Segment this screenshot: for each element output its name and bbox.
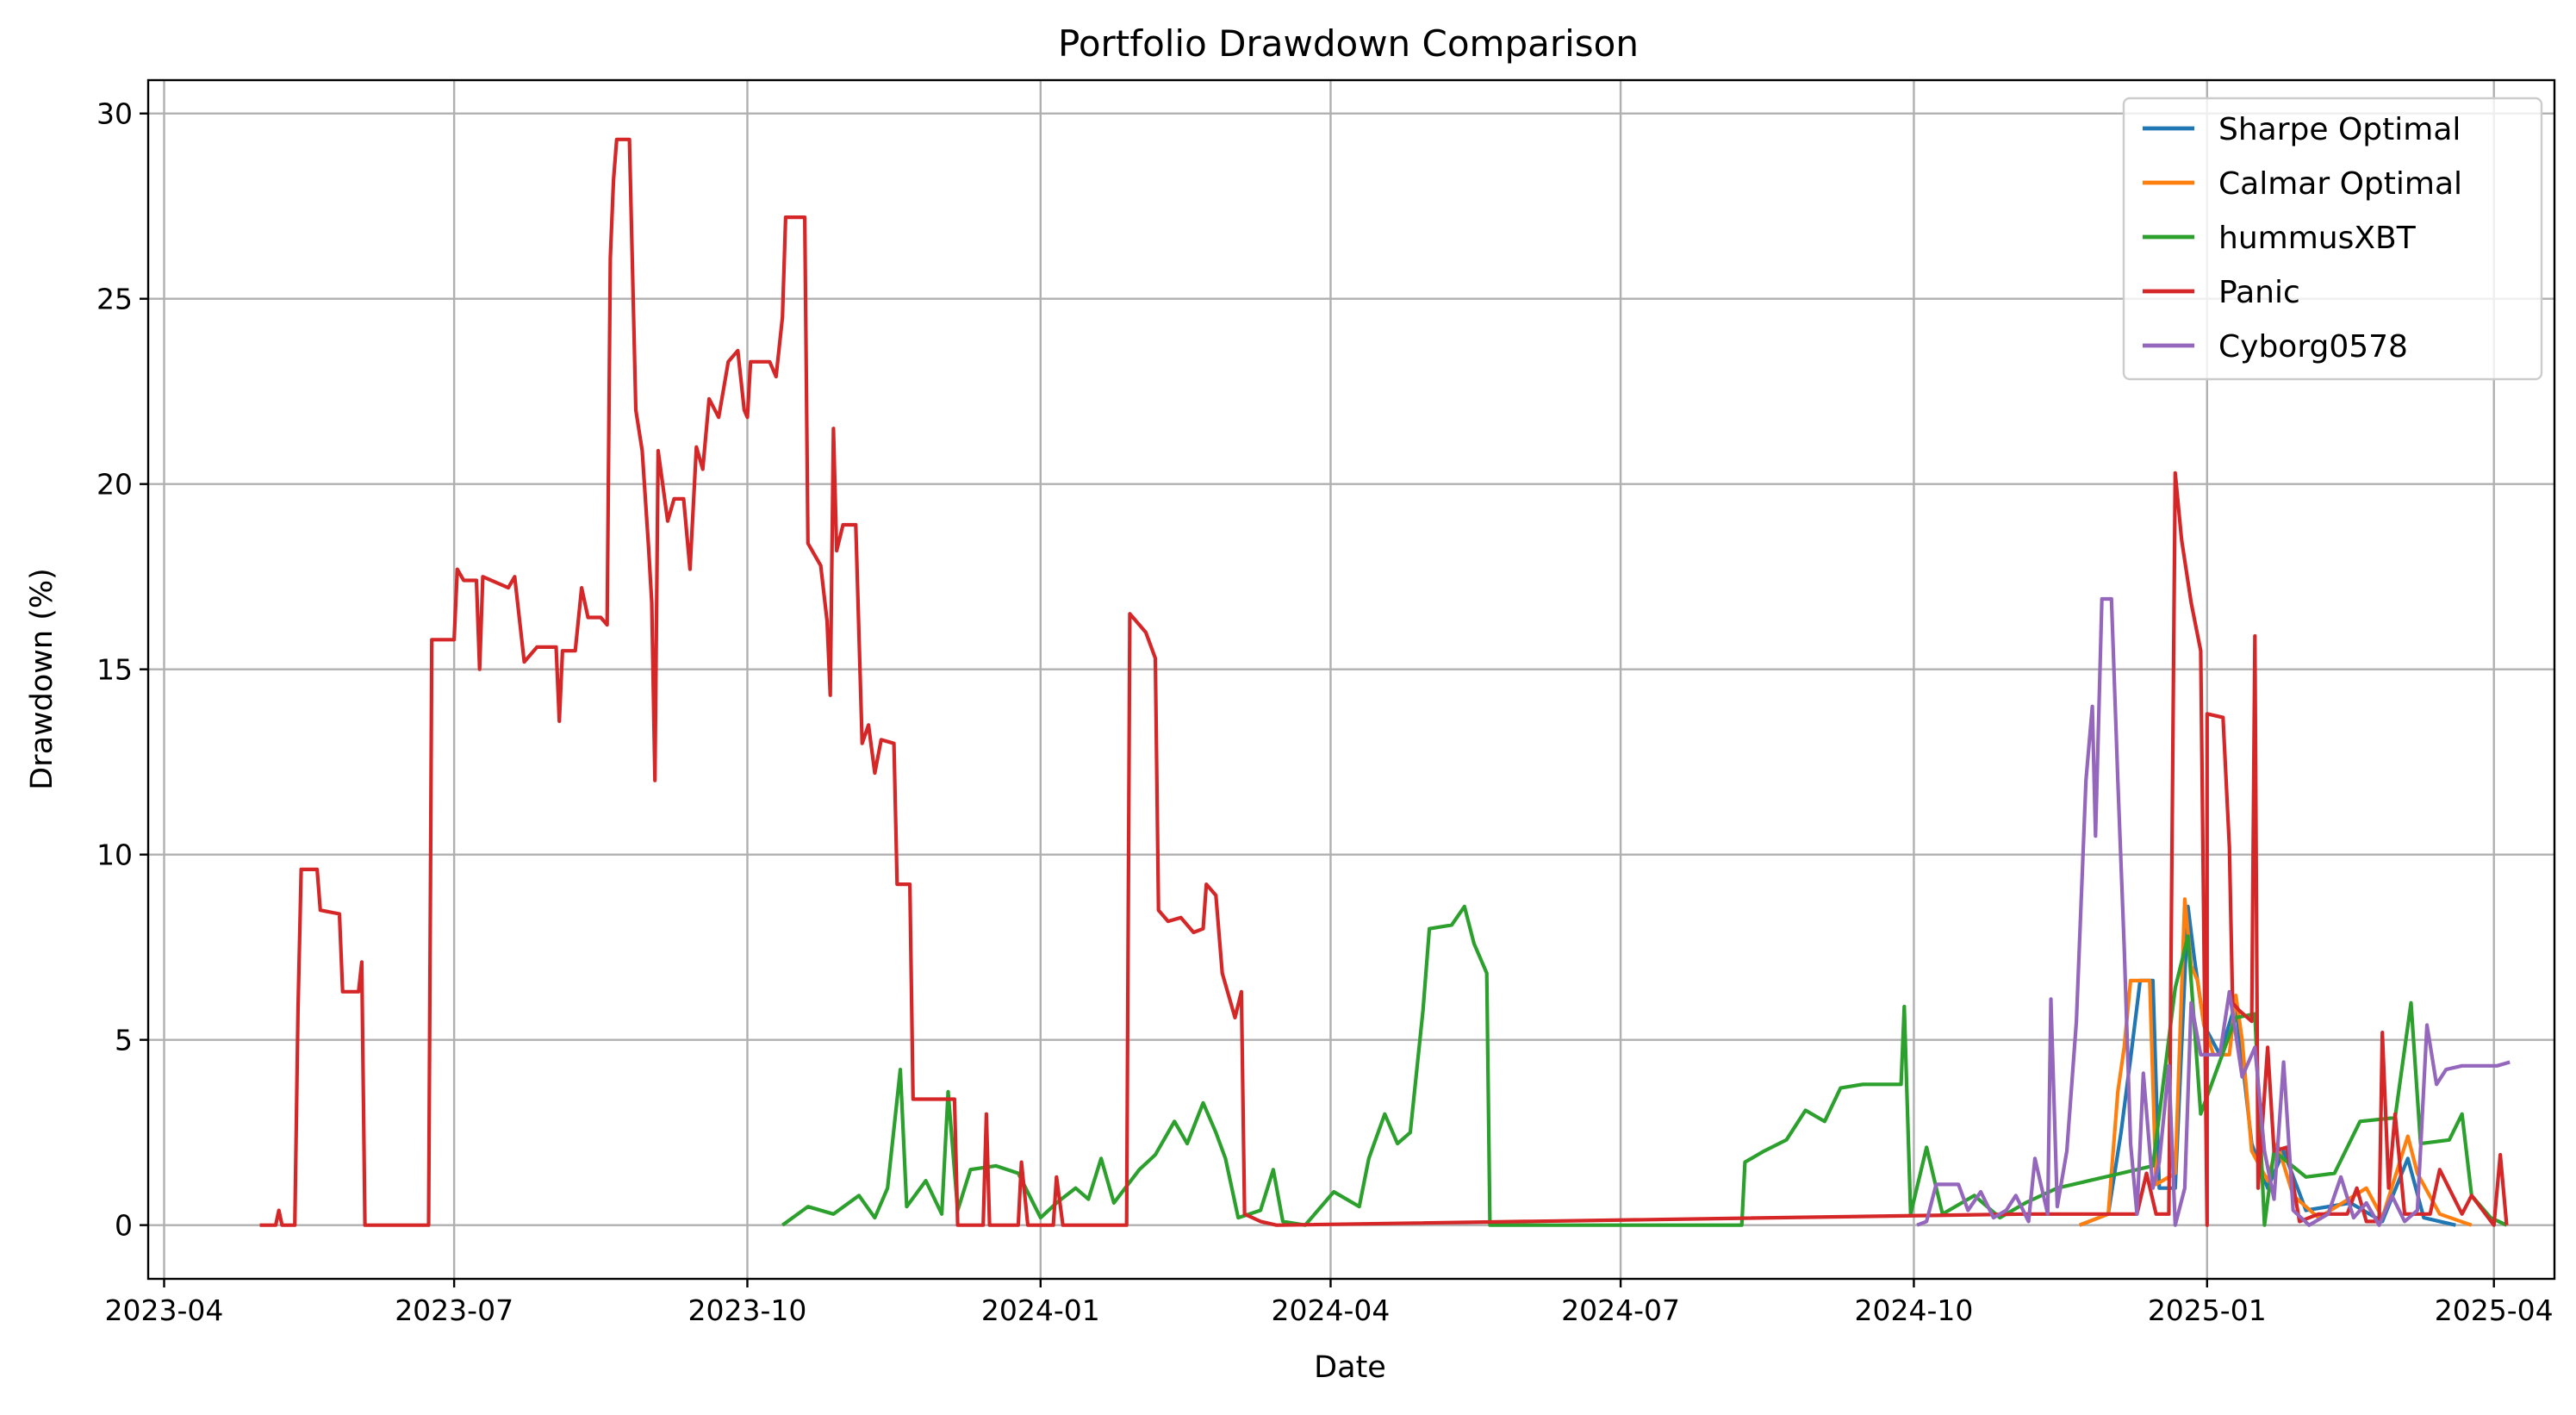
x-tick-label: 2024-10	[1854, 1293, 1973, 1327]
y-tick-label: 30	[96, 97, 133, 131]
chart-title: Portfolio Drawdown Comparison	[1058, 22, 1639, 65]
series-line-cyborg0578	[1916, 596, 2511, 1227]
series-line-hummusxbt	[781, 904, 2508, 1227]
y-tick-label: 15	[96, 653, 133, 687]
legend-box	[2122, 97, 2543, 381]
series-lines	[259, 137, 2511, 1227]
legend-label: hummusXBT	[2218, 221, 2417, 256]
series-line-sharpe-optimal	[2079, 904, 2456, 1227]
legend-label: Cyborg0578	[2218, 329, 2408, 365]
legend-label: Panic	[2218, 275, 2300, 310]
y-tick-label: 20	[96, 468, 133, 502]
x-tick-label: 2024-04	[1272, 1293, 1391, 1327]
x-tick-label: 2024-07	[1561, 1293, 1680, 1327]
y-axis-ticks: 0 5 10 15 20 25 30	[96, 97, 148, 1243]
legend-label: Sharpe Optimal	[2218, 112, 2461, 147]
y-axis-label: Drawdown (%)	[25, 568, 59, 790]
plot-frame	[146, 78, 2556, 1281]
y-tick-label: 0	[115, 1209, 133, 1243]
x-tick-label: 2025-04	[2435, 1293, 2554, 1327]
y-tick-label: 5	[115, 1024, 133, 1057]
x-tick-label: 2025-01	[2148, 1293, 2267, 1327]
x-tick-label: 2023-04	[105, 1293, 224, 1327]
x-tick-label: 2023-07	[395, 1293, 513, 1327]
y-tick-label: 25	[96, 283, 133, 316]
x-axis-label: Date	[1314, 1350, 1386, 1385]
x-tick-label: 2024-01	[981, 1293, 1100, 1327]
y-tick-label: 10	[96, 838, 133, 872]
series-line-calmar-optimal	[2079, 897, 2473, 1227]
legend-label: Calmar Optimal	[2218, 166, 2462, 202]
x-tick-label: 2023-10	[688, 1293, 807, 1327]
legend: Sharpe Optimal Calmar Optimal hummusXBT Pan…	[2122, 97, 2543, 381]
x-axis-ticks: 2023-04 2023-07 2023-10 2024-01 2024-04 2024-…	[105, 1279, 2554, 1327]
